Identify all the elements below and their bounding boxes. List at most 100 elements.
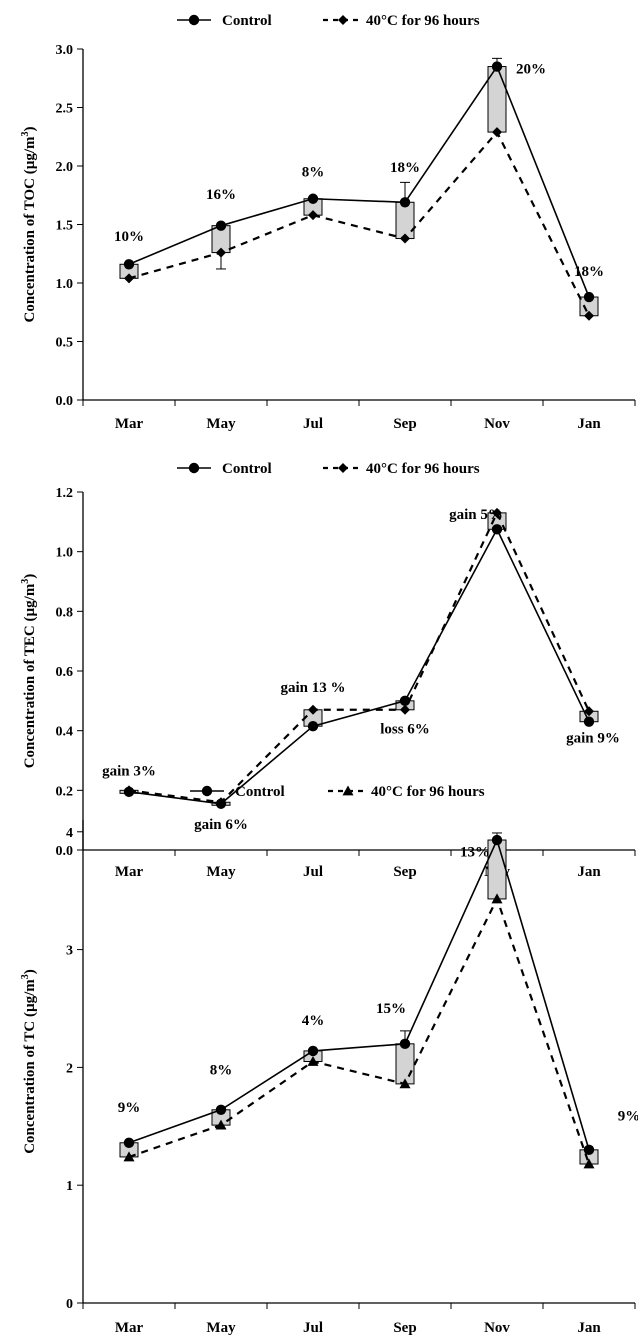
annotation-label: 9% (618, 1108, 638, 1124)
legend-marker-heated (338, 15, 348, 25)
annotation-label: 10% (114, 229, 144, 245)
y-tick-label: 4 (66, 826, 73, 841)
x-tick-label: May (206, 1320, 236, 1336)
legend-label-heated: 40°C for 96 hours (366, 461, 480, 477)
chart-panel-1: 0.0 0.5 1.0 1.5 2.0 2.5 3.0 Mar May Jul Sep Nov Jan C… (20, 13, 636, 432)
y-tick-label: 2.5 (56, 102, 74, 117)
y-tick-label: 2 (66, 1061, 73, 1076)
data-point-control (123, 259, 135, 270)
legend: Control 40°C for 96 hours (177, 13, 480, 29)
y-tick-label: 0.0 (56, 394, 74, 409)
x-tick-label: Jul (303, 416, 323, 432)
y-tick-label: 2.0 (56, 160, 74, 175)
y-tick-label: 1.5 (56, 219, 74, 234)
annotation-label: 8% (302, 165, 325, 181)
x-tick-label: Jul (303, 1320, 323, 1336)
annotation-label: 18% (390, 160, 420, 176)
data-point-heated (124, 273, 134, 284)
annotation-label: gain 6% (194, 817, 248, 833)
annotation-label: gain 9% (566, 731, 620, 747)
legend-marker-heated (338, 463, 348, 473)
y-tick-label: 1.0 (56, 277, 74, 292)
data-point-heated (215, 1119, 227, 1130)
x-tick-label: May (206, 416, 236, 432)
y-tick-label: 0.5 (56, 336, 74, 351)
data-point-control (399, 1038, 411, 1050)
x-tick-label: Jul (303, 864, 323, 880)
data-point-heated (583, 1158, 595, 1169)
y-tick-label: 0.6 (56, 665, 74, 680)
series-line-control (128, 64, 590, 298)
legend-label-heated: 40°C for 96 hours (366, 13, 480, 29)
series-line-control (128, 837, 590, 1151)
data-point-heated (216, 797, 226, 808)
annotation-label: 4% (302, 1013, 325, 1029)
data-point-control (399, 197, 411, 208)
y-axis-label: Concentration of TEC (µg/m3) (20, 574, 38, 769)
legend-marker-control (188, 462, 200, 474)
annotation-label: 8% (210, 1062, 233, 1078)
legend-marker-control (188, 14, 200, 26)
x-tick-label: May (206, 864, 236, 880)
data-point-control (399, 695, 411, 707)
data-point-heated (308, 704, 318, 715)
y-tick-label: 0 (66, 1297, 73, 1312)
data-point-heated (491, 893, 503, 904)
x-tick-label: Sep (393, 416, 416, 432)
y-tick-label: 1.2 (56, 486, 74, 501)
x-tick-label: Jan (577, 416, 601, 432)
y-axis-label: Concentration of TOC (µg/m3) (20, 127, 38, 323)
y-tick-label: 0.8 (56, 605, 74, 620)
legend-label-control: Control (235, 784, 285, 800)
chart-panel-3: 0 1 2 3 4 Mar May Jul Sep Nov Jan Concentration of … (20, 784, 638, 1336)
data-point-heated (400, 233, 410, 244)
data-point-control (307, 193, 319, 204)
data-point-heated (124, 785, 134, 796)
series-line-heated (128, 510, 590, 804)
data-point-heated (584, 310, 594, 321)
data-point-heated (307, 1056, 319, 1066)
data-point-heated (492, 507, 502, 518)
data-point-control (583, 291, 595, 303)
y-tick-label: 3.0 (56, 43, 74, 58)
y-tick-label: 0.2 (56, 784, 74, 799)
data-point-heated (584, 706, 594, 717)
difference-box (395, 1043, 415, 1085)
x-tick-label: Mar (115, 864, 144, 880)
series-line-heated (128, 130, 590, 317)
y-tick-label: 3 (66, 944, 73, 959)
x-tick-label: Mar (115, 1320, 144, 1336)
annotation-label: 13% (460, 845, 490, 861)
y-axis-label: Concentration of TC (µg/m3) (20, 969, 38, 1154)
annotation-label: loss 6% (380, 722, 430, 738)
data-point-heated (400, 704, 410, 715)
data-point-control (215, 1104, 227, 1116)
legend: Control 40°C for 96 hours (190, 784, 485, 800)
x-tick-label: Jan (577, 1320, 601, 1336)
y-tick-label: 1 (66, 1179, 73, 1194)
data-point-heated (492, 127, 502, 138)
x-tick-label: Mar (115, 416, 144, 432)
chart-panel-2: 0.00.20.40.60.81.01.2MarMayJulSepNovJanC… (20, 461, 636, 880)
annotation-label: 18% (574, 264, 604, 280)
legend-label-control: Control (222, 461, 272, 477)
x-tick-label: Sep (393, 864, 416, 880)
data-point-heated (308, 210, 318, 221)
data-point-heated (123, 1151, 135, 1162)
legend-label-control: Control (222, 13, 272, 29)
data-point-control (583, 1144, 595, 1156)
difference-box (487, 839, 507, 900)
data-point-control (307, 1045, 319, 1057)
series-line-control (128, 527, 590, 805)
x-tick-label: Sep (393, 1320, 416, 1336)
x-tick-label: Jan (577, 864, 601, 880)
x-tick-label: Nov (484, 416, 510, 432)
legend-marker-heated (342, 785, 354, 796)
data-point-heated (399, 1078, 411, 1089)
data-point-heated (216, 247, 226, 258)
x-tick-label: Nov (484, 1320, 510, 1336)
annotation-label: 16% (206, 187, 236, 203)
data-point-control (583, 716, 595, 727)
series-line-heated (128, 896, 591, 1165)
